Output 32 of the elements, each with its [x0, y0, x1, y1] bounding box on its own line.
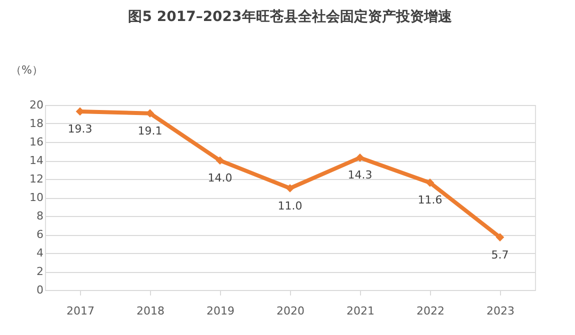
y-tick-label: 16: [30, 136, 44, 148]
y-tick-label: 0: [36, 284, 44, 296]
y-tick-label: 14: [30, 154, 44, 167]
chart-title: 图5 2017–2023年旺苍县全社会固定资产投资增速: [128, 8, 453, 25]
y-tick-label: 18: [30, 117, 44, 130]
y-tick-label: 20: [30, 98, 44, 112]
x-tick-label: 2021: [346, 304, 374, 318]
x-tick-label: 2022: [416, 304, 444, 318]
x-tick-label: 2023: [486, 304, 514, 318]
y-tick-label: 10: [30, 191, 44, 204]
point: [286, 184, 294, 192]
point: [216, 156, 224, 165]
y-tick-label: 12: [30, 172, 44, 186]
data-label: 14.0: [208, 172, 232, 184]
x-tick-label: 2018: [136, 304, 164, 318]
point: [426, 178, 434, 187]
data-label: 19.3: [68, 122, 92, 136]
data-label: 11.6: [418, 194, 442, 207]
data-label: 14.3: [348, 168, 372, 182]
x-tick-label: 2019: [206, 304, 234, 318]
y-axis-title: （%）: [10, 64, 43, 76]
data-label: 19.1: [138, 124, 162, 138]
y-tick-label: 4: [36, 246, 44, 260]
data-label: 11.0: [278, 199, 302, 212]
x-tick-label: 2017: [66, 304, 94, 318]
x-tick-label: 2020: [276, 304, 304, 318]
point: [356, 154, 364, 162]
data-label: 5.7: [491, 248, 509, 262]
y-tick-label: 6: [36, 228, 44, 241]
y-tick-label: 2: [36, 265, 44, 278]
y-tick-label: 8: [36, 210, 44, 222]
point: [496, 233, 504, 242]
